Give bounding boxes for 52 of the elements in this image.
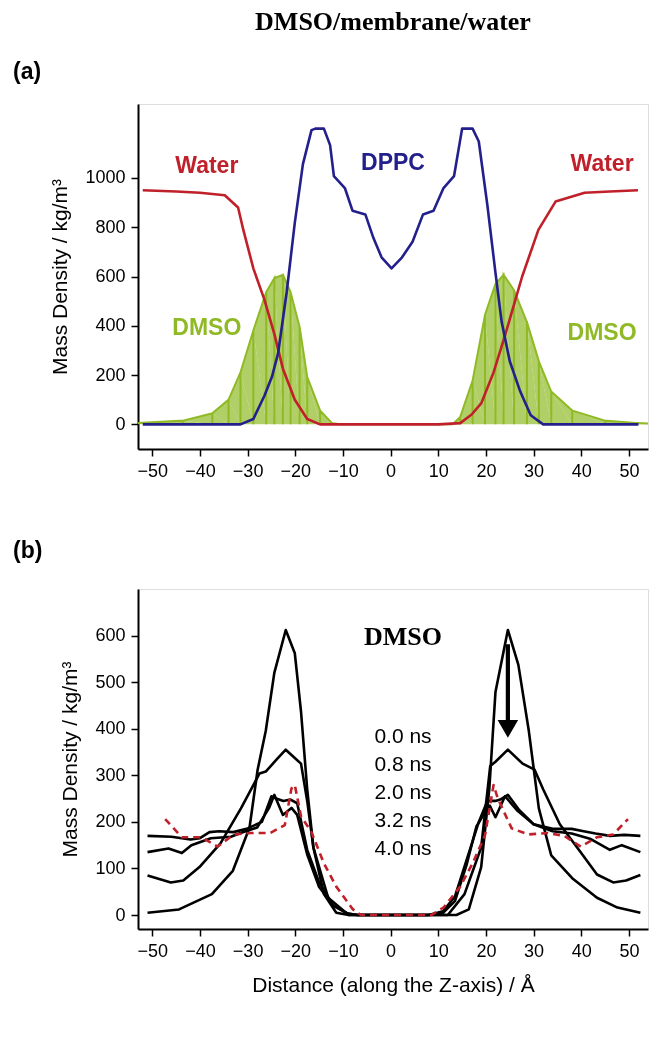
- x-tick-label: 30: [524, 460, 545, 481]
- y-tick-label: 0: [115, 413, 126, 434]
- x-tick-label: −50: [137, 940, 169, 961]
- y-tick-label: 600: [95, 266, 126, 286]
- x-tick-label: −30: [232, 460, 264, 481]
- annotation: 0.0 ns: [374, 724, 432, 747]
- x-tick-label: −10: [328, 940, 359, 961]
- x-tick-label: −40: [185, 940, 216, 961]
- y-tick-label: 500: [95, 671, 126, 692]
- annotation: 4.0 ns: [374, 836, 432, 859]
- y-tick-label: 400: [95, 315, 126, 336]
- x-tick-label: −50: [137, 460, 169, 481]
- chart-title: DMSO/membrane/water: [255, 7, 531, 36]
- y-axis-title: Mass Density / kg/m³: [48, 178, 72, 376]
- y-tick-label: 0: [115, 904, 126, 925]
- annotation: 2.0 ns: [374, 780, 432, 803]
- x-tick-label: −10: [328, 460, 359, 481]
- annotation: 3.2 ns: [374, 808, 432, 831]
- y-axis-title: Mass Density / kg/m³: [58, 661, 82, 858]
- x-tick-label: 10: [428, 460, 449, 481]
- x-tick-label: −30: [232, 940, 264, 961]
- x-tick-label: 50: [619, 460, 640, 481]
- text: (a): [13, 58, 42, 84]
- series-label: DPPC: [361, 149, 425, 176]
- x-tick-label: 0: [386, 940, 397, 961]
- annotation: DMSO: [364, 622, 442, 651]
- y-tick-label: 100: [95, 857, 126, 878]
- y-tick-label: 600: [95, 625, 126, 646]
- x-tick-label: 20: [476, 940, 497, 961]
- y-tick-label: 1000: [85, 167, 126, 188]
- y-tick-label: 200: [95, 811, 126, 832]
- series-label: DMSO: [172, 314, 242, 341]
- x-axis-title: Distance (along the Z-axis) / Å: [252, 972, 535, 996]
- x-tick-label: 30: [524, 940, 545, 961]
- x-tick-label: 40: [571, 460, 592, 481]
- y-tick-label: 800: [95, 216, 126, 237]
- text: Water: [570, 150, 634, 177]
- y-tick-label: 200: [95, 364, 126, 385]
- x-tick-label: −40: [185, 460, 216, 481]
- x-tick-label: 0: [386, 460, 397, 481]
- text: DMSO: [567, 319, 637, 346]
- y-tick-label: 300: [95, 764, 126, 785]
- x-tick-label: 50: [619, 940, 640, 961]
- x-tick-label: −20: [280, 940, 312, 961]
- series-label: Water: [175, 151, 239, 178]
- x-tick-label: −20: [280, 460, 312, 481]
- y-tick-label: 400: [95, 718, 126, 739]
- x-tick-label: 20: [476, 460, 497, 481]
- x-tick-label: 10: [428, 940, 449, 961]
- x-tick-label: 40: [571, 940, 592, 961]
- annotation: 0.8 ns: [374, 752, 432, 775]
- text: (b): [13, 537, 43, 563]
